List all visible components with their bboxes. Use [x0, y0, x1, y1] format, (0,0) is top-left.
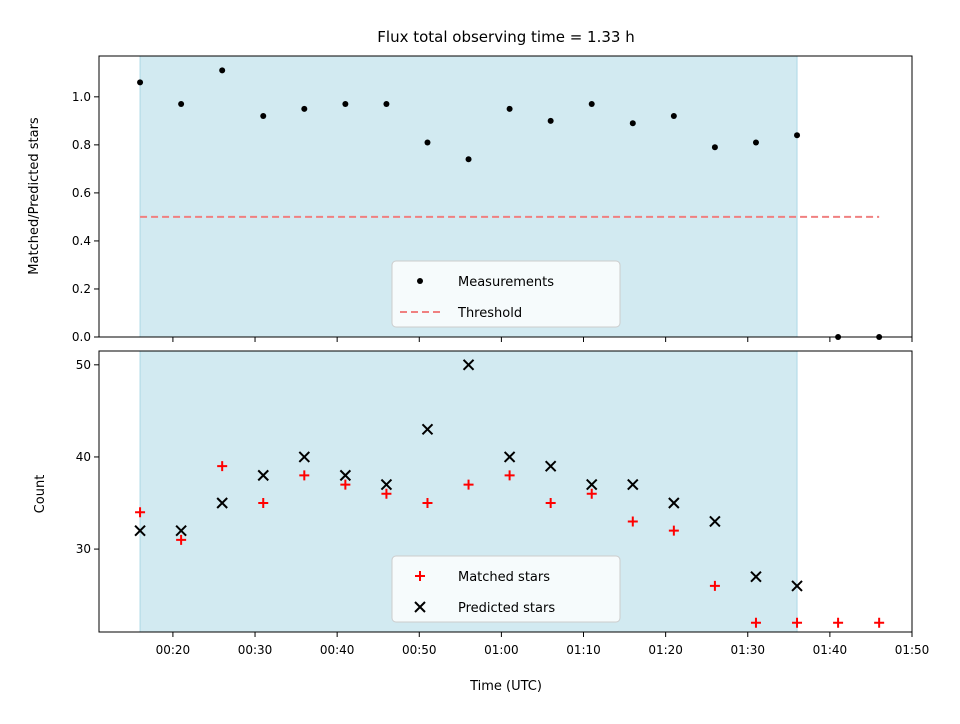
measurements-point — [301, 105, 308, 112]
matched-stars-point — [135, 507, 146, 518]
bottom-y-tick-label: 40 — [76, 450, 91, 464]
top-axes-frame — [98, 55, 913, 338]
x-tick-label: 01:10 — [566, 643, 601, 657]
matched-stars-point — [258, 498, 269, 509]
top-y-tick-label: 0.8 — [72, 138, 91, 152]
legend-measurements-swatch — [417, 278, 423, 284]
matched-stars-point — [792, 617, 803, 628]
top-y-tick-label: 0.4 — [72, 234, 91, 248]
matched-stars-point — [340, 479, 351, 490]
predicted-stars-point — [503, 451, 516, 463]
measurements-point — [178, 101, 185, 108]
predicted-stars-point — [586, 478, 598, 491]
x-tick-label: 00:50 — [402, 643, 437, 657]
matched-stars-point — [217, 461, 228, 472]
measurements-point — [383, 101, 390, 108]
measurements-point — [547, 117, 554, 124]
matched-stars-point — [463, 479, 474, 490]
legend-measurements-label: Measurements — [458, 275, 554, 290]
predicted-stars-point — [175, 524, 187, 537]
top-y-tick-label: 1.0 — [72, 90, 91, 104]
x-tick-label: 01:20 — [648, 643, 683, 657]
bottom-y-tick-label: 50 — [76, 358, 91, 372]
matched-stars-point — [299, 470, 310, 481]
legend-predicted-stars-label: Predicted stars — [458, 601, 555, 616]
measurements-point — [260, 113, 267, 120]
predicted-stars-point — [421, 423, 434, 436]
predicted-stars-point — [298, 451, 311, 463]
matched-stars-point — [504, 470, 515, 481]
chart-title: Flux total observing time = 1.33 h — [377, 28, 634, 46]
matched-stars-point — [874, 617, 885, 628]
ratio-panel: 0.0 0.2 0.4 0.6 0.8 1.0 Measurements Threshold — [72, 55, 913, 344]
x-tick-label: 01:40 — [813, 643, 848, 657]
predicted-stars-point — [216, 497, 228, 509]
matched-stars-point — [833, 617, 844, 628]
x-tick-label: 01:30 — [730, 643, 765, 657]
top-y-tick-label: 0.6 — [72, 186, 91, 200]
measurements-point — [465, 156, 472, 163]
x-axis-label: Time (UTC) — [469, 679, 542, 694]
count-panel: 30 40 50 00:20 00:30 00:40 00:50 01:00 01:10 01:2… — [76, 350, 930, 657]
matched-stars-point — [586, 488, 597, 499]
bottom-y-axis-label: Count — [33, 475, 48, 514]
predicted-stars-point — [339, 469, 352, 482]
measurements-point — [424, 139, 431, 146]
matched-stars-point — [668, 525, 679, 536]
bottom-legend-box — [391, 555, 621, 623]
x-tick-label: 01:50 — [895, 643, 930, 657]
top-y-axis-label: Matched/Predicted stars — [27, 117, 42, 275]
legend-threshold-label: Threshold — [457, 306, 522, 321]
matched-stars-point — [422, 498, 433, 509]
x-tick-label: 00:30 — [238, 643, 273, 657]
x-tick-label: 01:00 — [484, 643, 519, 657]
measurements-point — [506, 105, 513, 112]
legend-predicted-stars-swatch — [414, 601, 426, 613]
top-legend: Measurements Threshold — [391, 260, 621, 328]
measurements-point — [342, 101, 349, 108]
matched-stars-point — [750, 617, 761, 628]
measurements-point — [794, 132, 801, 139]
top-y-tick-label: 0.2 — [72, 282, 91, 296]
matched-stars-point — [545, 498, 556, 509]
measurements-point — [588, 101, 595, 108]
measurements-point — [629, 120, 636, 127]
x-tick-label: 00:40 — [320, 643, 355, 657]
matched-stars-point — [176, 534, 187, 545]
x-tick-label: 00:20 — [156, 643, 191, 657]
bottom-y-tick-label: 30 — [76, 542, 91, 556]
predicted-stars-point — [257, 469, 269, 482]
measurements-point — [711, 144, 718, 151]
measurements-point — [137, 79, 144, 86]
top-y-tick-label: 0.0 — [72, 330, 91, 344]
matched-stars-point — [627, 516, 638, 527]
measurements-point — [219, 67, 226, 74]
legend-matched-stars-swatch — [415, 571, 425, 581]
predicted-stars-point — [791, 580, 803, 592]
matched-stars-point — [709, 580, 720, 591]
predicted-stars-point — [544, 460, 557, 472]
measurements-point — [752, 139, 759, 146]
predicted-stars-point — [627, 478, 639, 491]
bottom-legend: Matched stars Predicted stars — [391, 555, 621, 623]
bottom-axes-frame — [98, 350, 913, 633]
predicted-stars-point — [134, 524, 146, 537]
matched-stars-point — [381, 488, 392, 499]
predicted-stars-point — [668, 497, 680, 509]
predicted-stars-point — [709, 515, 721, 528]
predicted-stars-point — [750, 571, 762, 583]
predicted-stars-point — [462, 359, 475, 371]
top-legend-box — [391, 260, 621, 328]
legend-matched-stars-label: Matched stars — [458, 570, 550, 585]
measurements-point — [670, 113, 677, 120]
predicted-stars-point — [380, 478, 393, 491]
